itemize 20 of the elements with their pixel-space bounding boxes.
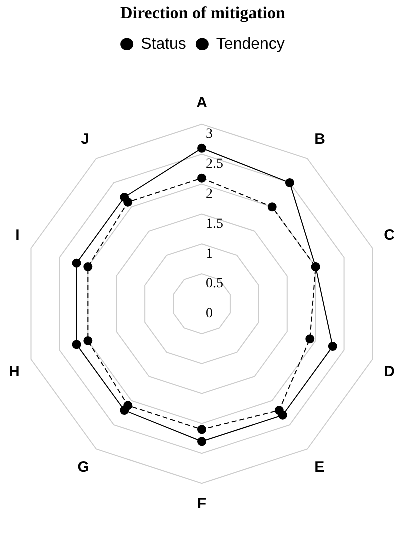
chart-title: Direction of mitigation (120, 4, 286, 23)
y-tick-label: 2.5 (206, 157, 224, 172)
legend-label: Status (141, 36, 186, 53)
spoke-label: I (16, 226, 20, 244)
y-tick-label: 1 (206, 246, 213, 262)
spoke-label: D (384, 363, 396, 380)
spoke-label: H (8, 363, 20, 380)
spoke-label: C (384, 226, 396, 244)
spoke-label: A (196, 94, 208, 112)
spoke-label: G (78, 459, 90, 476)
spoke-label: J (81, 131, 90, 148)
y-tick-label: 0.5 (206, 276, 224, 292)
spoke-label: B (314, 131, 326, 148)
y-tick-label: 0 (206, 306, 213, 322)
y-tick-label: 2 (206, 186, 213, 202)
y-tick-label: 3 (206, 127, 213, 142)
spoke-label: E (314, 459, 325, 476)
legend-label: Tendency (216, 36, 285, 53)
spoke-label: F (197, 496, 207, 513)
y-tick-label: 1.5 (206, 216, 224, 232)
